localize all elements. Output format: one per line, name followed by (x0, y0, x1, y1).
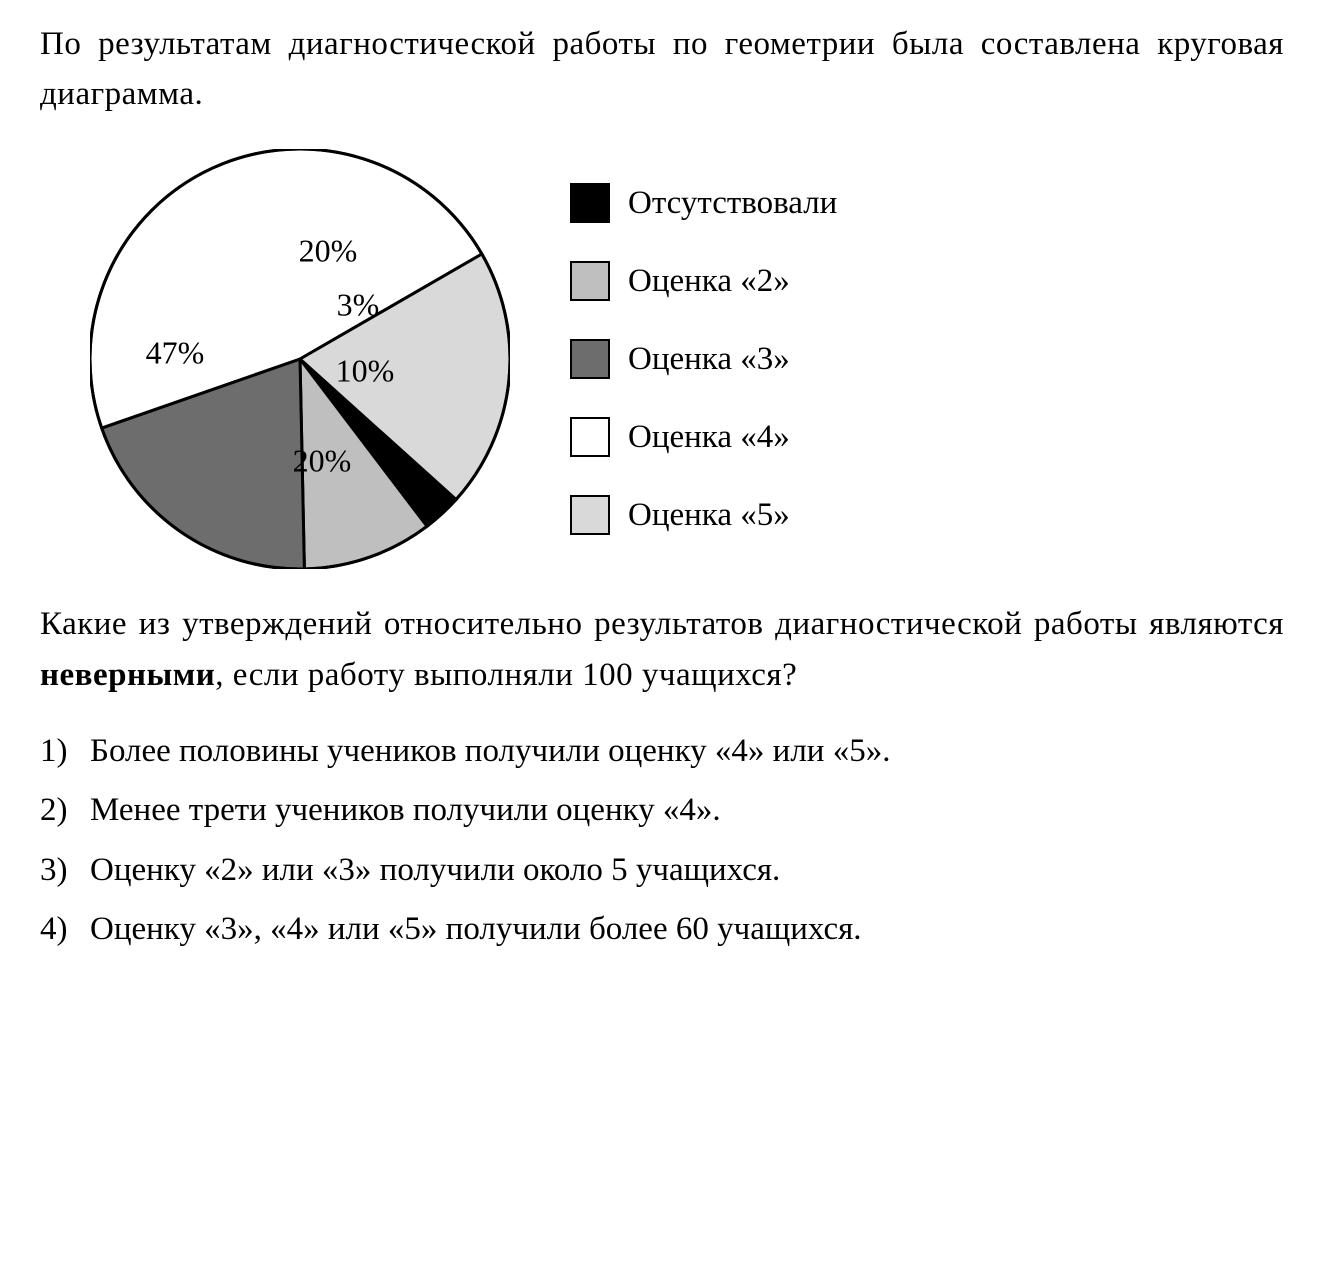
pie-label: 20% (293, 443, 352, 480)
pie-label: 47% (146, 335, 205, 372)
question-bold: неверными (40, 657, 215, 693)
pie-label: 10% (336, 353, 395, 390)
option-item: 4)Оценку «3», «4» или «5» получили более… (40, 904, 1284, 955)
option-text: Менее трети учеников получили оценку «4»… (90, 785, 1284, 836)
options-list: 1)Более половины учеников получили оценк… (40, 726, 1284, 955)
legend-swatch (570, 339, 610, 379)
pie-label: 3% (337, 287, 380, 324)
legend-swatch (570, 183, 610, 223)
legend-swatch (570, 495, 610, 535)
option-number: 4) (40, 904, 90, 955)
question-pre: Какие из утверждений относительно резуль… (40, 606, 1284, 642)
legend-item: Отсутствовали (570, 183, 837, 223)
pie-label: 20% (299, 233, 358, 270)
legend-label: Оценка «5» (628, 497, 790, 534)
legend-label: Отсутствовали (628, 185, 837, 222)
legend-item: Оценка «4» (570, 417, 837, 457)
legend-label: Оценка «4» (628, 419, 790, 456)
option-item: 3)Оценку «2» или «3» получили около 5 уч… (40, 845, 1284, 896)
legend-swatch (570, 417, 610, 457)
legend-label: Оценка «3» (628, 341, 790, 378)
legend-label: Оценка «2» (628, 263, 790, 300)
chart-container: 3% 10% 20% 47% 20% Отсутствовали Оценка «2» Оц… (90, 149, 1284, 569)
option-item: 2)Менее трети учеников получили оценку «… (40, 785, 1284, 836)
option-number: 2) (40, 785, 90, 836)
option-text: Оценку «3», «4» или «5» получили более 6… (90, 904, 1284, 955)
legend-item: Оценка «2» (570, 261, 837, 301)
legend-swatch (570, 261, 610, 301)
option-text: Оценку «2» или «3» получили около 5 учащ… (90, 845, 1284, 896)
legend-item: Оценка «5» (570, 495, 837, 535)
question-text: Какие из утверждений относительно резуль… (40, 599, 1284, 701)
question-post: , если работу выполняли 100 учащихся? (215, 657, 797, 693)
legend: Отсутствовали Оценка «2» Оценка «3» Оценка … (570, 183, 837, 535)
option-item: 1)Более половины учеников получили оценк… (40, 726, 1284, 777)
option-number: 1) (40, 726, 90, 777)
option-number: 3) (40, 845, 90, 896)
intro-text: По результатам диагностической работы по… (40, 20, 1284, 119)
legend-item: Оценка «3» (570, 339, 837, 379)
option-text: Более половины учеников получили оценку … (90, 726, 1284, 777)
pie-chart: 3% 10% 20% 47% 20% (90, 149, 510, 569)
